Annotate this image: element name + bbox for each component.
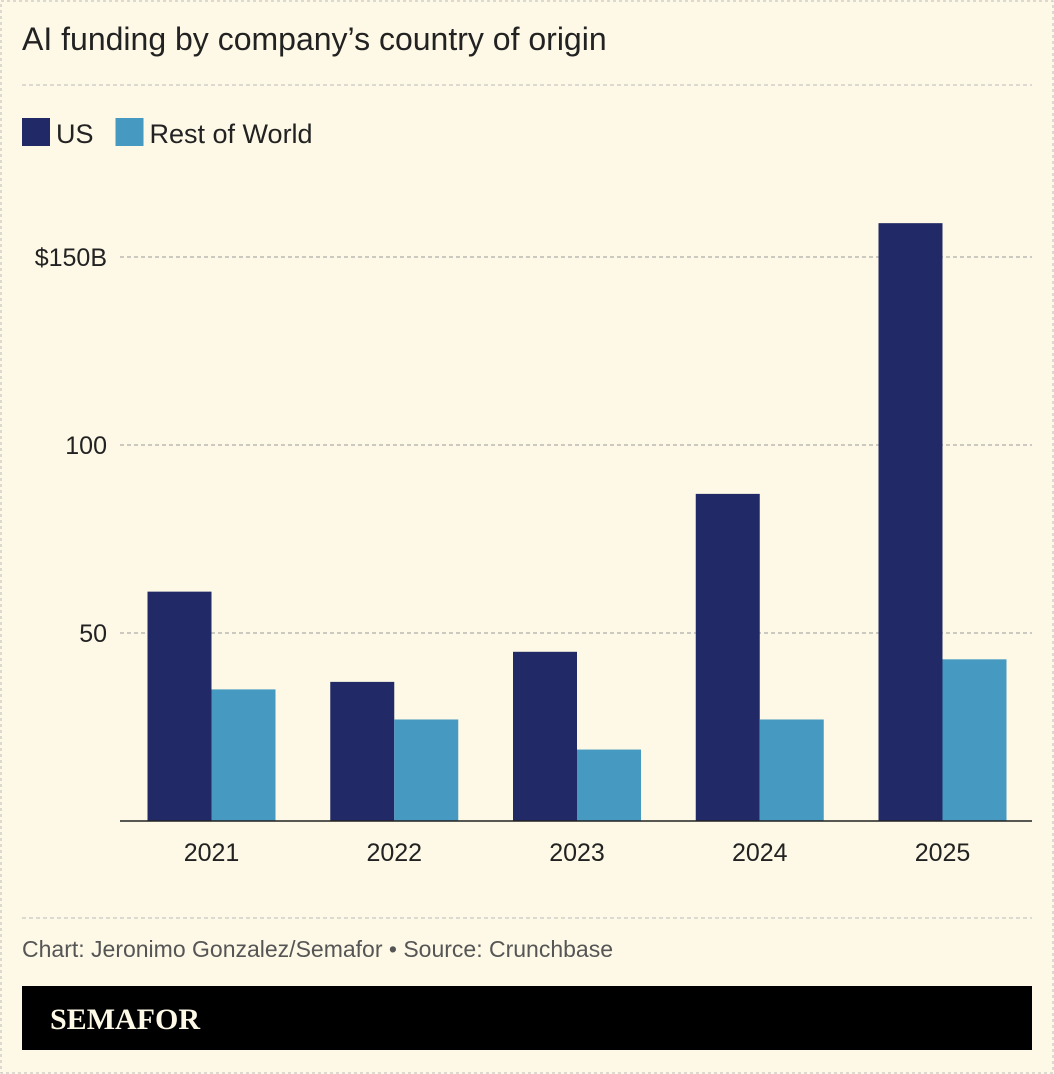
legend-swatch xyxy=(115,118,144,146)
bar-rest-of-world-2024 xyxy=(759,719,824,821)
legend-label: US xyxy=(56,119,94,149)
legend: US Rest of World xyxy=(22,118,313,149)
bar-us-2025 xyxy=(878,223,943,821)
brand-bar xyxy=(22,986,1032,1050)
legend-swatch xyxy=(22,118,50,146)
x-tick-label: 2025 xyxy=(915,839,971,867)
bar-rest-of-world-2023 xyxy=(577,749,641,821)
x-tick-label: 2023 xyxy=(549,839,605,867)
bar-rest-of-world-2021 xyxy=(211,689,276,821)
bar-us-2021 xyxy=(147,591,212,821)
bar-rest-of-world-2025 xyxy=(942,659,1007,821)
y-tick-label: 50 xyxy=(79,620,107,648)
bars xyxy=(147,223,1007,821)
y-tick-label: $150B xyxy=(35,244,107,272)
x-tick-label: 2024 xyxy=(732,839,788,867)
bar-us-2022 xyxy=(330,681,395,821)
x-tick-label: 2021 xyxy=(184,839,240,867)
bar-rest-of-world-2022 xyxy=(394,719,459,821)
x-axis-ticks: 2021 2022 2023 2024 2025 xyxy=(184,839,971,867)
chart-title: AI funding by company’s country of origi… xyxy=(22,21,607,57)
credit-text: Chart: Jeronimo Gonzalez/Semafor • Sourc… xyxy=(22,936,613,962)
y-tick-label: 100 xyxy=(65,432,107,460)
bar-us-2023 xyxy=(513,651,577,821)
semafor-logo: SEMAFOR xyxy=(50,1003,200,1036)
bar-us-2024 xyxy=(695,493,760,821)
legend-label: Rest of World xyxy=(150,119,313,149)
x-tick-label: 2022 xyxy=(366,839,422,867)
